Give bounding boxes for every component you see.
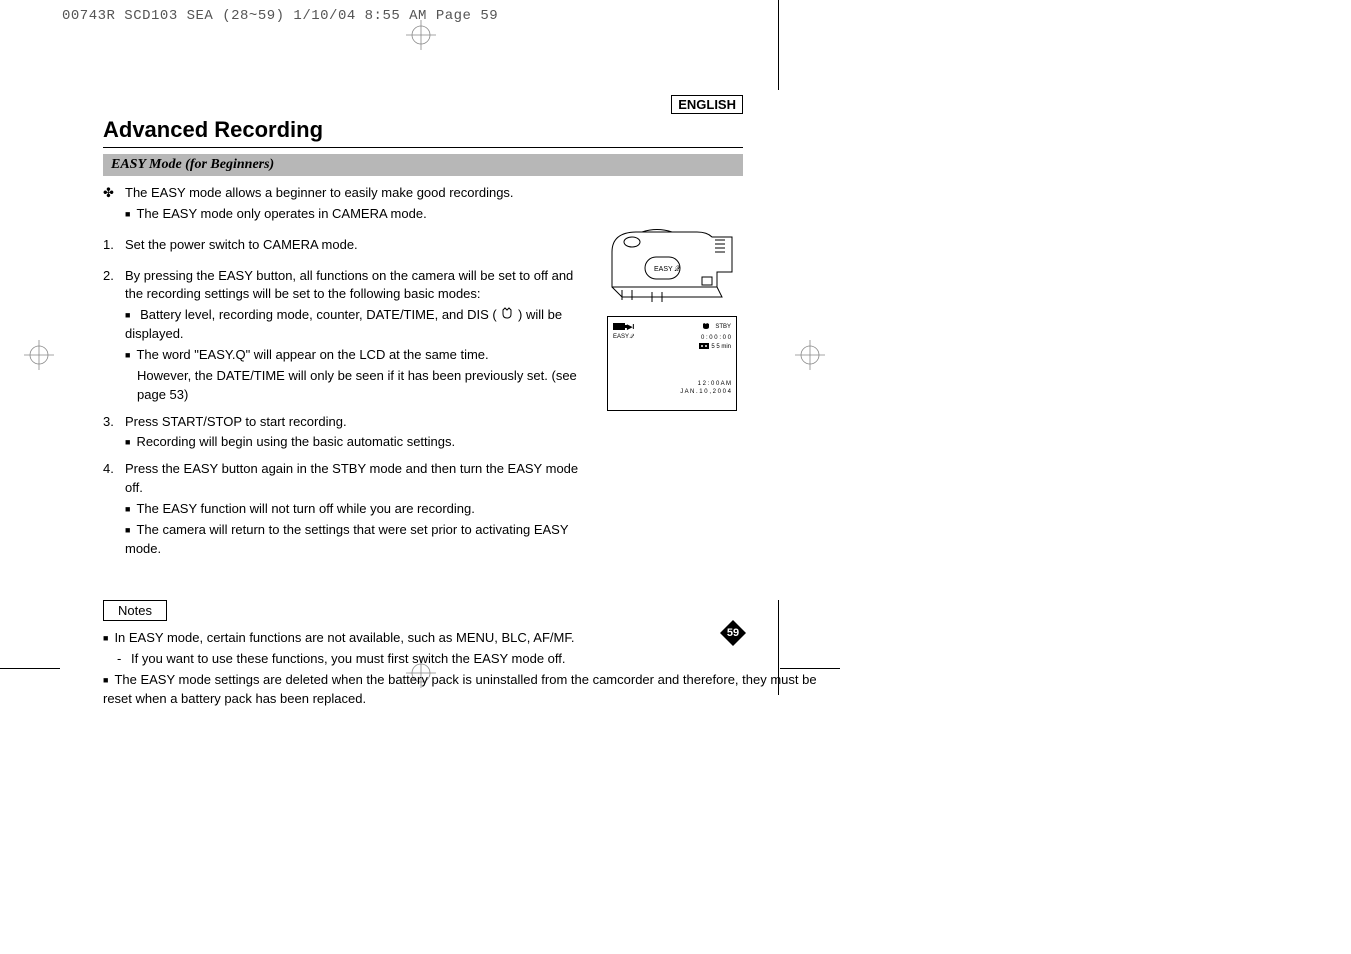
tape-icon: [699, 343, 709, 351]
section-subtitle: EASY Mode (for Beginners): [103, 154, 743, 176]
lcd-easy-label: EASY𝒬: [613, 334, 633, 341]
title-rule: [103, 147, 743, 148]
step-2-bullet-1: Battery level, recording mode, counter, …: [125, 306, 593, 344]
step-4: Press the EASY button again in the STBY …: [125, 460, 593, 498]
lcd-tape-remain: 5 5 min: [711, 344, 731, 350]
fold-line-top: [778, 0, 779, 90]
trim-line-left: [0, 668, 60, 669]
body-text: ✤ The EASY mode allows a beginner to eas…: [103, 184, 593, 558]
step-4-bullet-1: The EASY function will not turn off whil…: [125, 500, 475, 519]
step-4-bullet-2: The camera will return to the settings t…: [125, 521, 593, 559]
battery-icon: [613, 323, 627, 332]
step-2-bullet-2-cont: However, the DATE/TIME will only be seen…: [137, 367, 593, 405]
crop-mark-right: [795, 340, 825, 370]
lcd-date: J A N . 1 0 , 2 0 0 4: [680, 389, 731, 395]
camera-easy-label: EASY 𝒬: [654, 266, 680, 273]
note-1: In EASY mode, certain functions are not …: [103, 629, 574, 648]
dis-icon-lcd: [701, 322, 711, 332]
note-2: The EASY mode settings are deleted when …: [103, 671, 823, 709]
page-title: Advanced Recording: [103, 117, 743, 143]
page-number: 59: [720, 620, 746, 646]
lcd-time: 1 2 : 0 0 A M: [698, 381, 731, 387]
intro-line: The EASY mode allows a beginner to easil…: [125, 184, 514, 203]
note-1-sub: If you want to use these functions, you …: [131, 650, 566, 669]
step-3: Press START/STOP to start recording.: [125, 413, 347, 432]
step-2: By pressing the EASY button, all functio…: [125, 267, 593, 305]
intro-sub: The EASY mode only operates in CAMERA mo…: [125, 205, 427, 224]
camera-illustration: EASY 𝒬: [607, 222, 737, 312]
crop-mark-top: [406, 20, 436, 50]
notes-list: In EASY mode, certain functions are not …: [103, 629, 823, 708]
notes-heading: Notes: [103, 600, 167, 621]
step-2-bullet-2: The word "EASY.Q" will appear on the LCD…: [125, 346, 489, 365]
lcd-display: ▶I STBY EASY𝒬 0 : 0 0 : 0 0 5 5 min 1 2 …: [607, 316, 737, 411]
lcd-counter: 0 : 0 0 : 0 0: [701, 335, 731, 341]
step-3-bullet-1: Recording will begin using the basic aut…: [125, 433, 455, 452]
lcd-stby: STBY: [715, 324, 731, 330]
language-badge: ENGLISH: [671, 95, 743, 114]
crop-mark-left: [24, 340, 54, 370]
sp-icon: ▶I: [627, 323, 634, 331]
step-1: Set the power switch to CAMERA mode.: [125, 236, 358, 255]
dis-hand-icon: [500, 306, 514, 325]
